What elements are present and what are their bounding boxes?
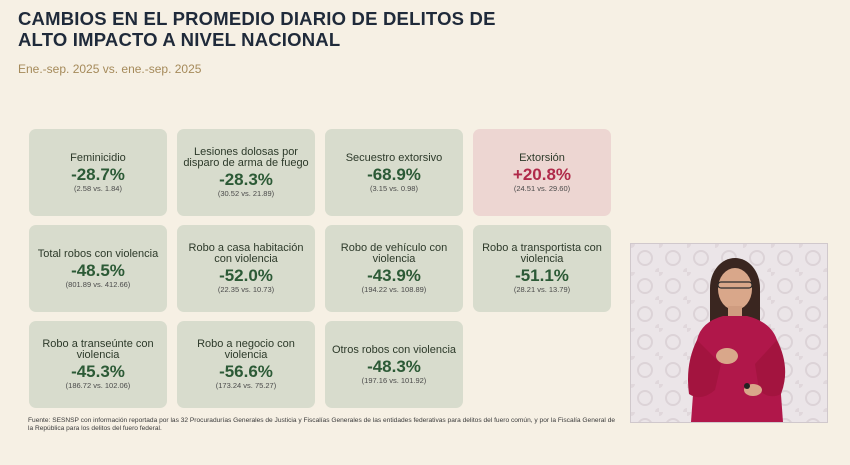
card-detail: (173.24 vs. 75.27) <box>215 381 277 390</box>
card-detail: (30.52 vs. 21.89) <box>217 189 275 198</box>
card-label: Lesiones dolosas por disparo de arma de … <box>183 146 309 169</box>
card-label: Otros robos con violencia <box>331 343 457 356</box>
card-label: Feminicidio <box>70 151 126 164</box>
card-robo-transportista: Robo a transportista con violencia -51.1… <box>473 225 611 312</box>
card-value: -51.1% <box>515 266 569 285</box>
card-robo-casa-habitacion: Robo a casa habitación con violencia -52… <box>177 225 315 312</box>
card-robo-vehiculo: Robo de vehículo con violencia -43.9% (1… <box>325 225 463 312</box>
card-value: -43.9% <box>367 266 421 285</box>
source-note: Fuente: SESNSP con información reportada… <box>28 417 616 432</box>
card-label: Robo a negocio con violencia <box>197 338 295 361</box>
card-label: Robo a casa habitación con violencia <box>188 242 304 265</box>
card-detail: (24.51 vs. 29.60) <box>513 183 571 193</box>
card-label: Robo a transeúnte con violencia <box>42 338 154 361</box>
card-value: -56.6% <box>219 362 273 381</box>
card-label: Robo de vehículo con violencia <box>340 242 448 265</box>
card-extorsion: Extorsión +20.8% (24.51 vs. 29.60) <box>473 129 611 216</box>
card-value: +20.8% <box>512 164 572 184</box>
card-detail: (194.22 vs. 108.89) <box>361 285 427 294</box>
card-value: -68.9% <box>367 164 421 184</box>
card-total-robos: Total robos con violencia -48.5% (801.89… <box>29 225 167 312</box>
interpreter-figure-icon <box>631 244 827 422</box>
sign-language-interpreter-video <box>630 243 828 423</box>
card-detail: (197.16 vs. 101.92) <box>361 375 427 385</box>
card-detail: (22.35 vs. 10.73) <box>217 285 275 294</box>
crime-cards-grid: Feminicidio -28.7% (2.58 vs. 1.84) Lesio… <box>29 129 611 408</box>
card-secuestro-extorsivo: Secuestro extorsivo -68.9% (3.15 vs. 0.9… <box>325 129 463 216</box>
card-detail: (801.89 vs. 412.66) <box>65 279 131 289</box>
card-value: -28.7% <box>71 164 125 184</box>
card-feminicidio: Feminicidio -28.7% (2.58 vs. 1.84) <box>29 129 167 216</box>
card-value: -45.3% <box>71 362 125 381</box>
card-label: Secuestro extorsivo <box>345 151 443 164</box>
card-value: -48.3% <box>367 356 421 376</box>
page-subtitle: Ene.-sep. 2025 vs. ene.-sep. 2025 <box>18 62 202 76</box>
card-value: -52.0% <box>219 266 273 285</box>
card-detail: (186.72 vs. 102.06) <box>65 381 131 390</box>
card-detail: (2.58 vs. 1.84) <box>74 183 122 193</box>
card-robo-transeunte: Robo a transeúnte con violencia -45.3% (… <box>29 321 167 408</box>
card-robo-negocio: Robo a negocio con violencia -56.6% (173… <box>177 321 315 408</box>
card-detail: (28.21 vs. 13.79) <box>513 285 571 294</box>
card-otros-robos: Otros robos con violencia -48.3% (197.16… <box>325 321 463 408</box>
card-value: -28.3% <box>219 170 273 189</box>
card-label: Robo a transportista con violencia <box>482 242 602 265</box>
card-label: Total robos con violencia <box>37 247 159 260</box>
card-lesiones-dolosas: Lesiones dolosas por disparo de arma de … <box>177 129 315 216</box>
page-title: CAMBIOS EN EL PROMEDIO DIARIO DE DELITOS… <box>18 8 496 50</box>
card-label: Extorsión <box>519 151 565 164</box>
card-value: -48.5% <box>71 260 125 280</box>
card-detail: (3.15 vs. 0.98) <box>370 183 418 193</box>
